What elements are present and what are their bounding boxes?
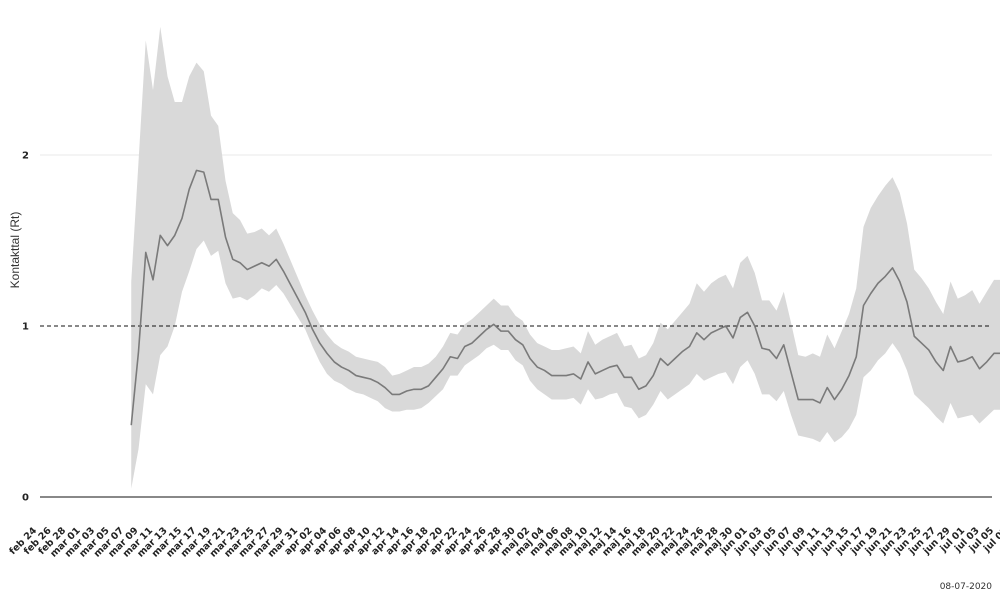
y-tick-label: 1	[22, 322, 29, 333]
rt-line-layer	[130, 169, 1000, 426]
y-axis-label: Kontakttal (Rt)	[8, 212, 22, 289]
y-tick-label: 0	[22, 493, 29, 504]
y-tick-labels: 0 1 2	[22, 151, 29, 504]
confidence-band	[131, 26, 1000, 489]
date-stamp: 08-07-2020	[939, 582, 992, 592]
rt-series-line	[130, 169, 1000, 426]
y-tick-label: 2	[22, 151, 29, 162]
confidence-band-layer	[131, 26, 1000, 489]
